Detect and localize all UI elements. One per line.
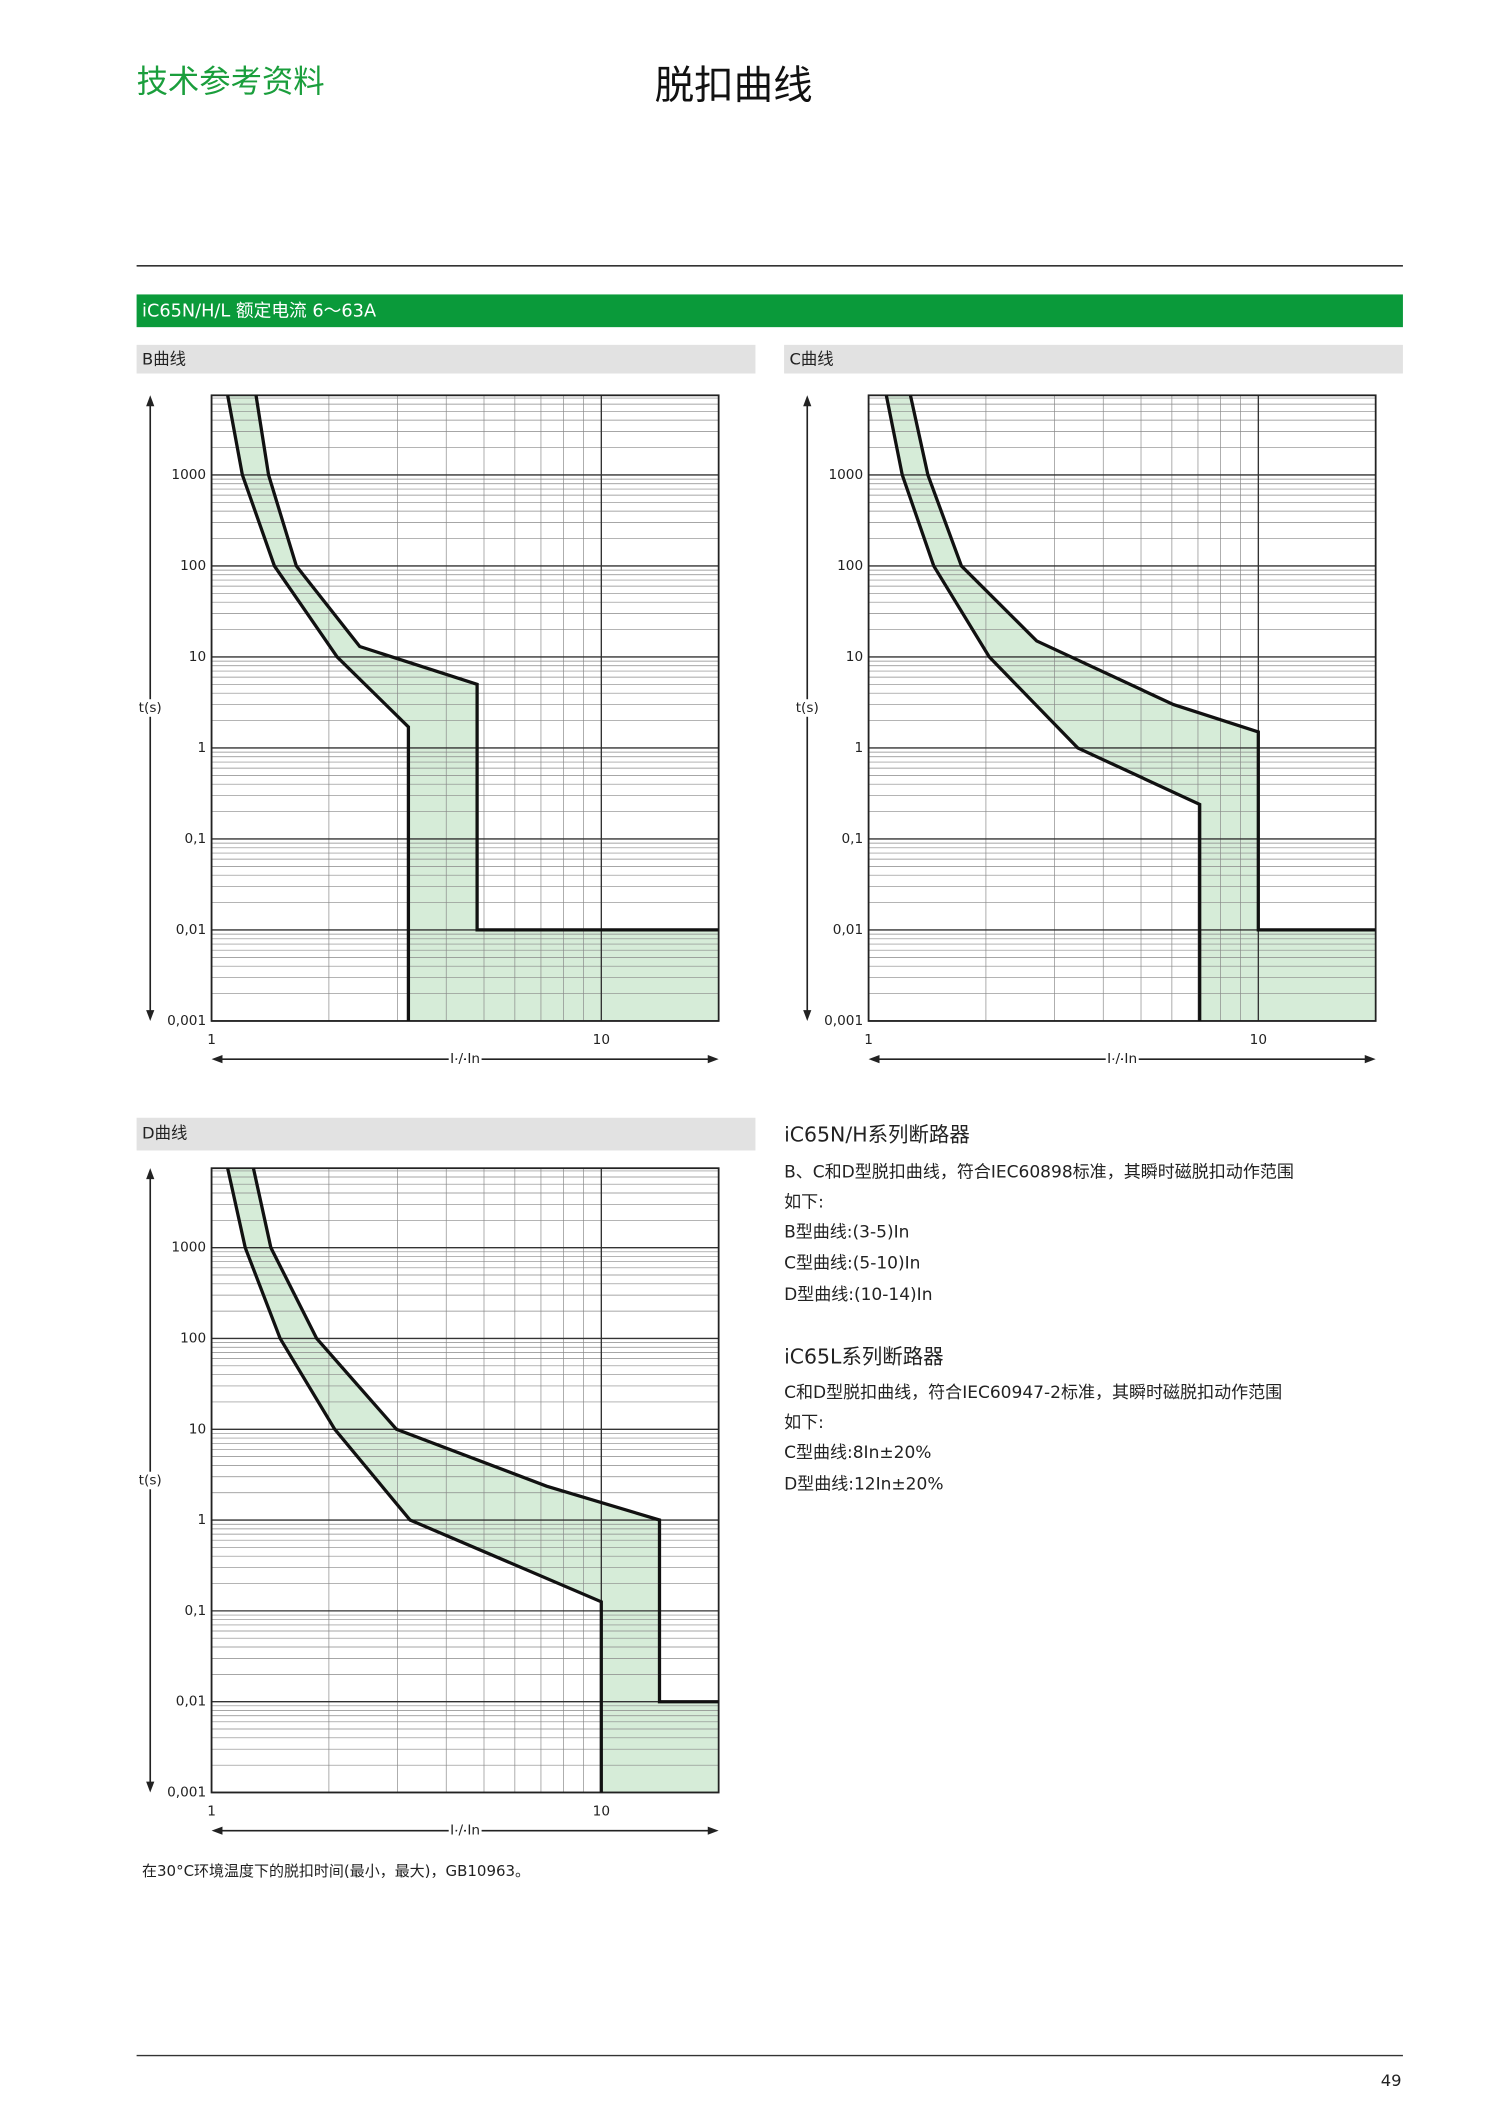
y-tick-label: 0,001 [167, 1784, 206, 1800]
arrow-head [803, 1010, 812, 1021]
x-axis-label: I / In [1107, 1051, 1137, 1067]
arrow-head [868, 1055, 880, 1064]
chart-label: B曲线 [142, 349, 186, 368]
x-tick-label: 1 [207, 1804, 216, 1820]
y-tick-label: 1 [197, 1512, 206, 1528]
arrow-head [211, 1826, 223, 1835]
y-tick-label: 0,001 [167, 1013, 206, 1029]
trip-curve [251, 1167, 719, 1704]
x-tick-label: 10 [593, 1804, 610, 1820]
y-tick-label: 0,01 [176, 922, 206, 938]
y-tick-label: 100 [180, 1330, 206, 1346]
arrow-head [146, 1010, 155, 1021]
note-line: B型曲线:(3-5)In [784, 1222, 909, 1242]
arrow-head [1364, 1055, 1376, 1064]
plot-frame [210, 1167, 720, 1794]
banner: iC65N/H/L 额定电流 6～63A [142, 300, 376, 321]
section-title: 技术参考资料 [137, 64, 325, 100]
y-tick-label: 0,01 [833, 922, 863, 938]
note-line: D型曲线:12In±20% [784, 1474, 943, 1494]
note-line: B、C和D型脱扣曲线，符合IEC60898标准，其瞬时磁脱扣动作范围 [784, 1162, 1294, 1182]
note-line: 如下: [784, 1413, 824, 1433]
note-line: C型曲线:(5-10)In [784, 1254, 920, 1274]
y-tick-label: 0,001 [824, 1013, 863, 1029]
y-tick-label: 0,1 [184, 831, 206, 847]
chart-label: D曲线 [142, 1124, 187, 1143]
y-tick-label: 10 [846, 649, 863, 665]
y-tick-label: 1000 [171, 467, 206, 483]
arrow-head [803, 395, 812, 407]
trip-curve [226, 395, 411, 1021]
note-line: C型曲线:8In±20% [784, 1443, 931, 1463]
chart-header [136, 1117, 756, 1151]
chart-header [784, 344, 1403, 374]
y-tick-label: 0,1 [184, 1603, 206, 1619]
trip-band [886, 395, 1376, 1021]
x-axis-label: I / In [450, 1051, 480, 1067]
arrow-head [146, 1168, 155, 1180]
trip-curve [908, 394, 1376, 932]
trip-band [227, 1168, 719, 1793]
y-tick-label: 100 [180, 558, 206, 574]
arrow-head [211, 1055, 223, 1064]
arrow-head [146, 1781, 155, 1793]
trip-band [227, 395, 719, 1021]
x-axis-label: I / In [450, 1823, 480, 1839]
y-tick-label: 100 [837, 558, 863, 574]
chart-header [136, 344, 756, 374]
page-number: 49 [1381, 2071, 1402, 2090]
arrow-head [146, 395, 155, 407]
note-line: D型曲线:(10-14)In [784, 1285, 932, 1305]
arrow-head [707, 1055, 719, 1064]
x-tick-label: 1 [864, 1032, 873, 1048]
note-heading: iC65N/H系列断路器 [784, 1122, 970, 1146]
note-line: C和D型脱扣曲线，符合IEC60947-2标准，其瞬时磁脱扣动作范围 [784, 1383, 1282, 1403]
note-line: 如下: [784, 1192, 824, 1212]
trip-curve [226, 1167, 603, 1793]
plot-frame [210, 394, 720, 1022]
y-tick-label: 0,01 [176, 1694, 206, 1710]
y-tick-label: 0,1 [841, 831, 863, 847]
y-axis-label: t(s) [139, 700, 162, 716]
y-tick-label: 10 [189, 649, 206, 665]
y-tick-label: 10 [189, 1421, 206, 1437]
page-title: 脱扣曲线 [655, 63, 813, 109]
y-tick-label: 1000 [171, 1240, 206, 1256]
trip-curve [884, 394, 1202, 1021]
y-tick-label: 1000 [828, 467, 863, 483]
banner-bar [136, 294, 1403, 328]
x-tick-label: 10 [593, 1032, 610, 1048]
x-tick-label: 10 [1250, 1032, 1267, 1048]
footnote: 在30°C环境温度下的脱扣时间(最小，最大)，GB10963。 [142, 1862, 530, 1880]
arrow-head [707, 1826, 719, 1835]
y-axis-label: t(s) [139, 1472, 162, 1488]
trip-curve [254, 395, 719, 932]
x-tick-label: 1 [207, 1032, 216, 1048]
y-tick-label: 1 [197, 740, 206, 756]
y-tick-label: 1 [854, 740, 863, 756]
note-heading: iC65L系列断路器 [784, 1345, 944, 1369]
y-axis-label: t(s) [796, 700, 819, 716]
chart-label: C曲线 [790, 349, 834, 368]
plot-frame [867, 394, 1377, 1022]
